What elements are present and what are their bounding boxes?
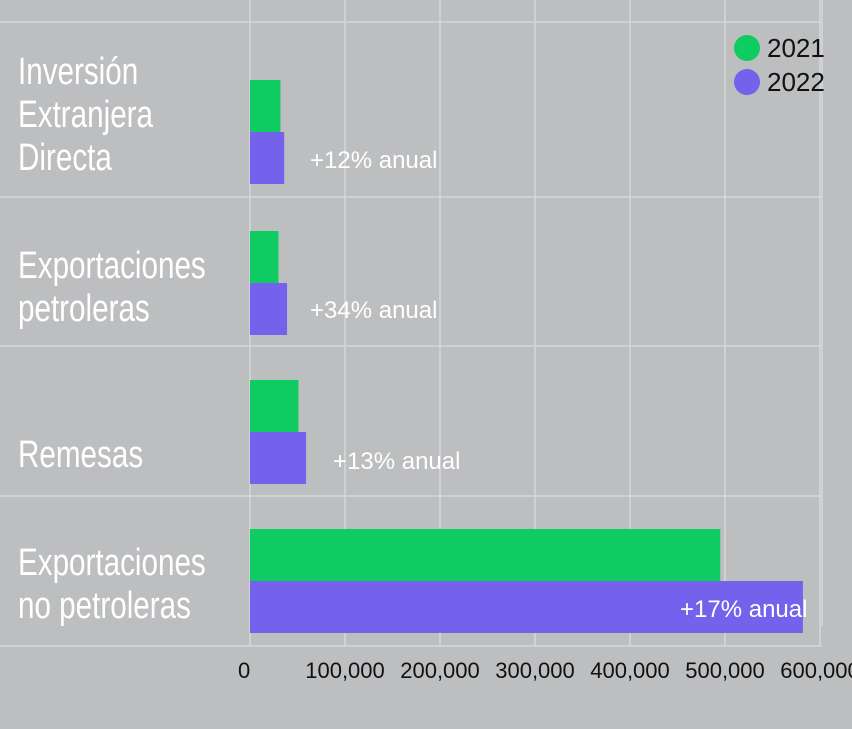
bar-2021-cat-1 bbox=[250, 231, 279, 283]
category-label-0-line-1: Extranjera bbox=[18, 94, 153, 136]
growth-annotation-1: +34% anual bbox=[310, 297, 437, 324]
growth-annotation-2: +13% anual bbox=[333, 448, 460, 475]
x-tick-label-4: 400,000 bbox=[590, 658, 670, 683]
category-label-3-line-1: no petroleras bbox=[18, 585, 191, 627]
category-label-1-line-1: petroleras bbox=[18, 288, 150, 330]
legend-swatch-2022 bbox=[734, 69, 760, 95]
bar-2022-cat-2 bbox=[250, 432, 307, 484]
legend-label-2021: 2021 bbox=[767, 33, 825, 63]
growth-annotation-0: +12% anual bbox=[310, 147, 437, 174]
bar-2022-cat-1 bbox=[250, 283, 288, 335]
x-tick-label-3: 300,000 bbox=[495, 658, 575, 683]
category-label-3-line-0: Exportaciones bbox=[18, 542, 206, 584]
x-tick-label-1: 100,000 bbox=[305, 658, 385, 683]
growth-annotation-3: +17% anual bbox=[680, 596, 807, 623]
category-label-1-line-0: Exportaciones bbox=[18, 245, 206, 287]
x-tick-label-0: 0 bbox=[238, 658, 250, 683]
x-tick-label-6: 600,000 bbox=[780, 658, 852, 683]
legend-swatch-2021 bbox=[734, 35, 760, 61]
bar-2022-cat-3 bbox=[250, 581, 803, 633]
bar-2022-cat-0 bbox=[250, 132, 285, 184]
category-label-0-line-2: Directa bbox=[18, 137, 112, 179]
bar-2021-cat-0 bbox=[250, 80, 281, 132]
category-label-0-line-0: Inversión bbox=[18, 51, 138, 93]
bar-2021-cat-3 bbox=[250, 529, 721, 581]
legend-label-2022: 2022 bbox=[767, 67, 825, 97]
bar-2021-cat-2 bbox=[250, 380, 299, 432]
x-tick-label-2: 200,000 bbox=[400, 658, 480, 683]
category-label-2-line-0: Remesas bbox=[18, 434, 143, 476]
x-tick-label-5: 500,000 bbox=[685, 658, 765, 683]
